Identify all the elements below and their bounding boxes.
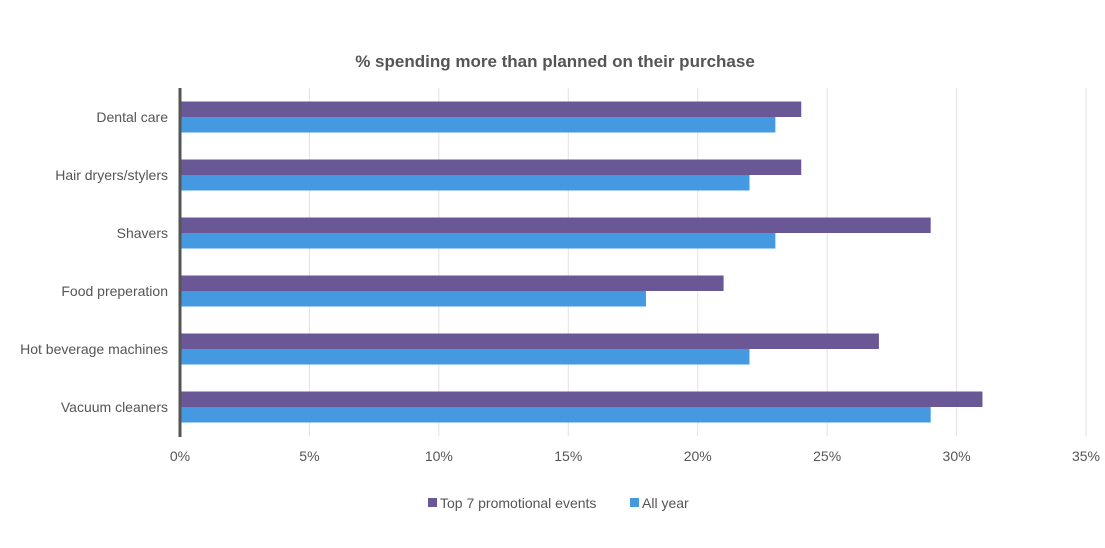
legend: Top 7 promotional events All year — [428, 495, 689, 511]
x-tick-label: 15% — [554, 448, 582, 464]
legend-label: All year — [642, 495, 689, 511]
legend-label: Top 7 promotional events — [440, 495, 596, 511]
x-tick-label: 10% — [425, 448, 453, 464]
x-tick-label: 30% — [943, 448, 971, 464]
y-category-label: Food preperation — [61, 283, 168, 299]
bar-all-year — [180, 175, 750, 191]
bar-promo — [180, 217, 931, 233]
bar-promo — [180, 391, 983, 407]
x-tick-label: 20% — [684, 448, 712, 464]
y-category-label: Hot beverage machines — [20, 341, 168, 357]
y-category-label: Vacuum cleaners — [61, 399, 168, 415]
bar-promo — [180, 333, 879, 349]
y-category-label: Shavers — [117, 225, 168, 241]
bar-promo — [180, 159, 802, 175]
bar-promo — [180, 275, 724, 291]
legend-swatch — [428, 498, 437, 507]
x-tick-label: 25% — [813, 448, 841, 464]
bar-all-year — [180, 349, 750, 365]
bar-all-year — [180, 291, 646, 307]
bar-all-year — [180, 117, 776, 133]
legend-swatch — [630, 498, 639, 507]
y-category-label: Hair dryers/stylers — [55, 167, 168, 183]
x-tick-label: 5% — [299, 448, 319, 464]
x-tick-label: 35% — [1072, 448, 1100, 464]
bar-all-year — [180, 407, 931, 423]
chart-title: % spending more than planned on their pu… — [355, 52, 755, 71]
y-category-label: Dental care — [96, 109, 168, 125]
bar-promo — [180, 101, 802, 117]
x-tick-label: 0% — [170, 448, 190, 464]
bar-all-year — [180, 233, 776, 249]
